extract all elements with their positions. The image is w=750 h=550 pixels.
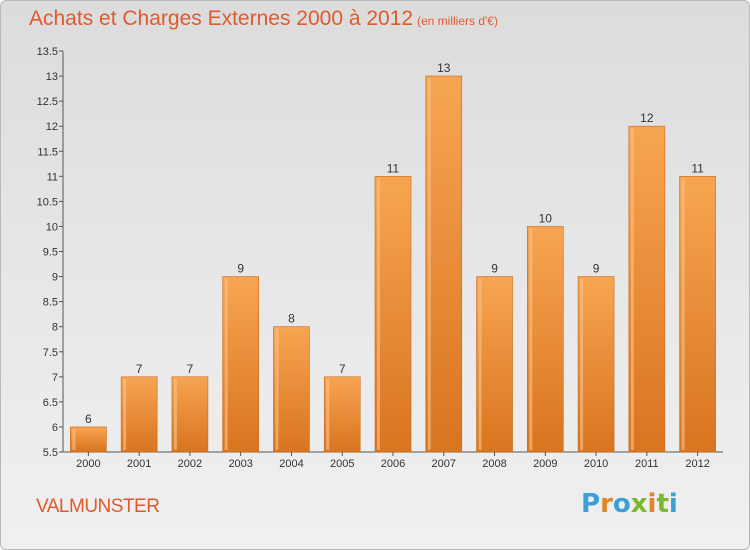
y-tick-label: 8 — [52, 322, 58, 334]
x-tick-label: 2012 — [685, 458, 709, 470]
y-tick-label: 9.5 — [43, 247, 58, 259]
x-tick-label: 2006 — [381, 458, 405, 470]
y-tick-label: 6 — [52, 422, 58, 434]
bar-2009 — [527, 226, 564, 453]
bar-2000 — [70, 426, 107, 453]
y-tick-label: 12 — [46, 121, 58, 133]
y-tick-label: 7 — [52, 372, 58, 384]
data-label: 9 — [491, 262, 498, 276]
bar-highlight — [630, 128, 634, 450]
bar-highlight — [123, 378, 127, 450]
bar-highlight — [72, 428, 76, 450]
x-tick-label: 2003 — [228, 458, 252, 470]
x-tick-label: 2008 — [482, 458, 506, 470]
bar-2007 — [425, 75, 463, 453]
y-tick-label: 11.5 — [37, 146, 58, 158]
data-label: 11 — [691, 161, 704, 175]
x-tick-label: 2005 — [330, 458, 354, 470]
data-label: 7 — [339, 362, 346, 376]
data-label: 9 — [593, 262, 600, 276]
bar-2002 — [171, 376, 209, 453]
logo-letter: x — [630, 489, 648, 519]
data-label: 7 — [187, 362, 194, 376]
bar-highlight — [173, 378, 177, 450]
bar-2011 — [628, 125, 666, 453]
bar-2004 — [273, 326, 310, 453]
logo-letter: i — [668, 489, 678, 519]
bar-highlight — [275, 328, 279, 450]
logo-letter: P — [581, 489, 601, 519]
proxiti-logo: Proxiti — [581, 489, 678, 519]
y-tick-label: 13 — [46, 71, 58, 83]
x-tick-label: 2001 — [127, 458, 151, 470]
bar-highlight — [377, 178, 380, 450]
chart-subtitle: (en milliers d'€) — [417, 14, 498, 28]
y-tick-label: 11 — [47, 171, 58, 183]
x-tick-label: 2010 — [584, 458, 608, 470]
y-tick-label: 12.5 — [37, 96, 58, 108]
bar-2012 — [679, 176, 716, 453]
y-tick-label: 10.5 — [37, 196, 58, 208]
data-label: 10 — [539, 211, 553, 225]
bar-2001 — [120, 376, 158, 453]
y-tick-label: 5.5 — [43, 447, 58, 459]
bar-highlight — [427, 78, 431, 450]
data-label: 11 — [387, 161, 400, 175]
x-tick-label: 2011 — [635, 458, 659, 470]
chart-title: Achats et Charges Externes 2000 à 2012 — [29, 7, 414, 30]
logo-letter: r — [600, 489, 613, 519]
x-tick-label: 2004 — [279, 458, 303, 470]
bar-highlight — [478, 278, 482, 450]
logo-letter: i — [647, 489, 657, 519]
x-tick-label: 2000 — [76, 458, 100, 470]
bar-highlight — [681, 178, 685, 450]
bar-2005 — [323, 376, 361, 453]
y-tick-label: 9 — [52, 272, 58, 284]
data-label: 6 — [85, 412, 92, 426]
x-tick-label: 2002 — [178, 458, 202, 470]
bar-2006 — [374, 176, 412, 453]
data-label: 7 — [136, 362, 143, 376]
logo-letter: t — [656, 489, 669, 519]
x-tick-label: 2009 — [533, 458, 557, 470]
bar-highlight — [326, 378, 330, 450]
bar-2008 — [476, 276, 513, 453]
data-label: 9 — [237, 262, 244, 276]
bar-2010 — [577, 276, 615, 453]
logo-letter: o — [612, 489, 631, 519]
data-label: 8 — [288, 312, 295, 326]
y-tick-label: 6.5 — [43, 397, 58, 409]
bar-2003 — [222, 276, 259, 453]
bar-highlight — [224, 278, 228, 450]
data-label: 12 — [640, 111, 654, 125]
y-tick-label: 10 — [46, 221, 58, 233]
bar-highlight — [580, 278, 584, 450]
x-tick-label: 2007 — [432, 458, 456, 470]
data-label: 13 — [437, 61, 451, 75]
y-tick-label: 7.5 — [43, 347, 58, 359]
city-name: VALMUNSTER — [36, 496, 160, 517]
y-tick-label: 13.5 — [37, 46, 58, 58]
bar-highlight — [529, 228, 533, 450]
y-tick-label: 8.5 — [43, 297, 58, 309]
